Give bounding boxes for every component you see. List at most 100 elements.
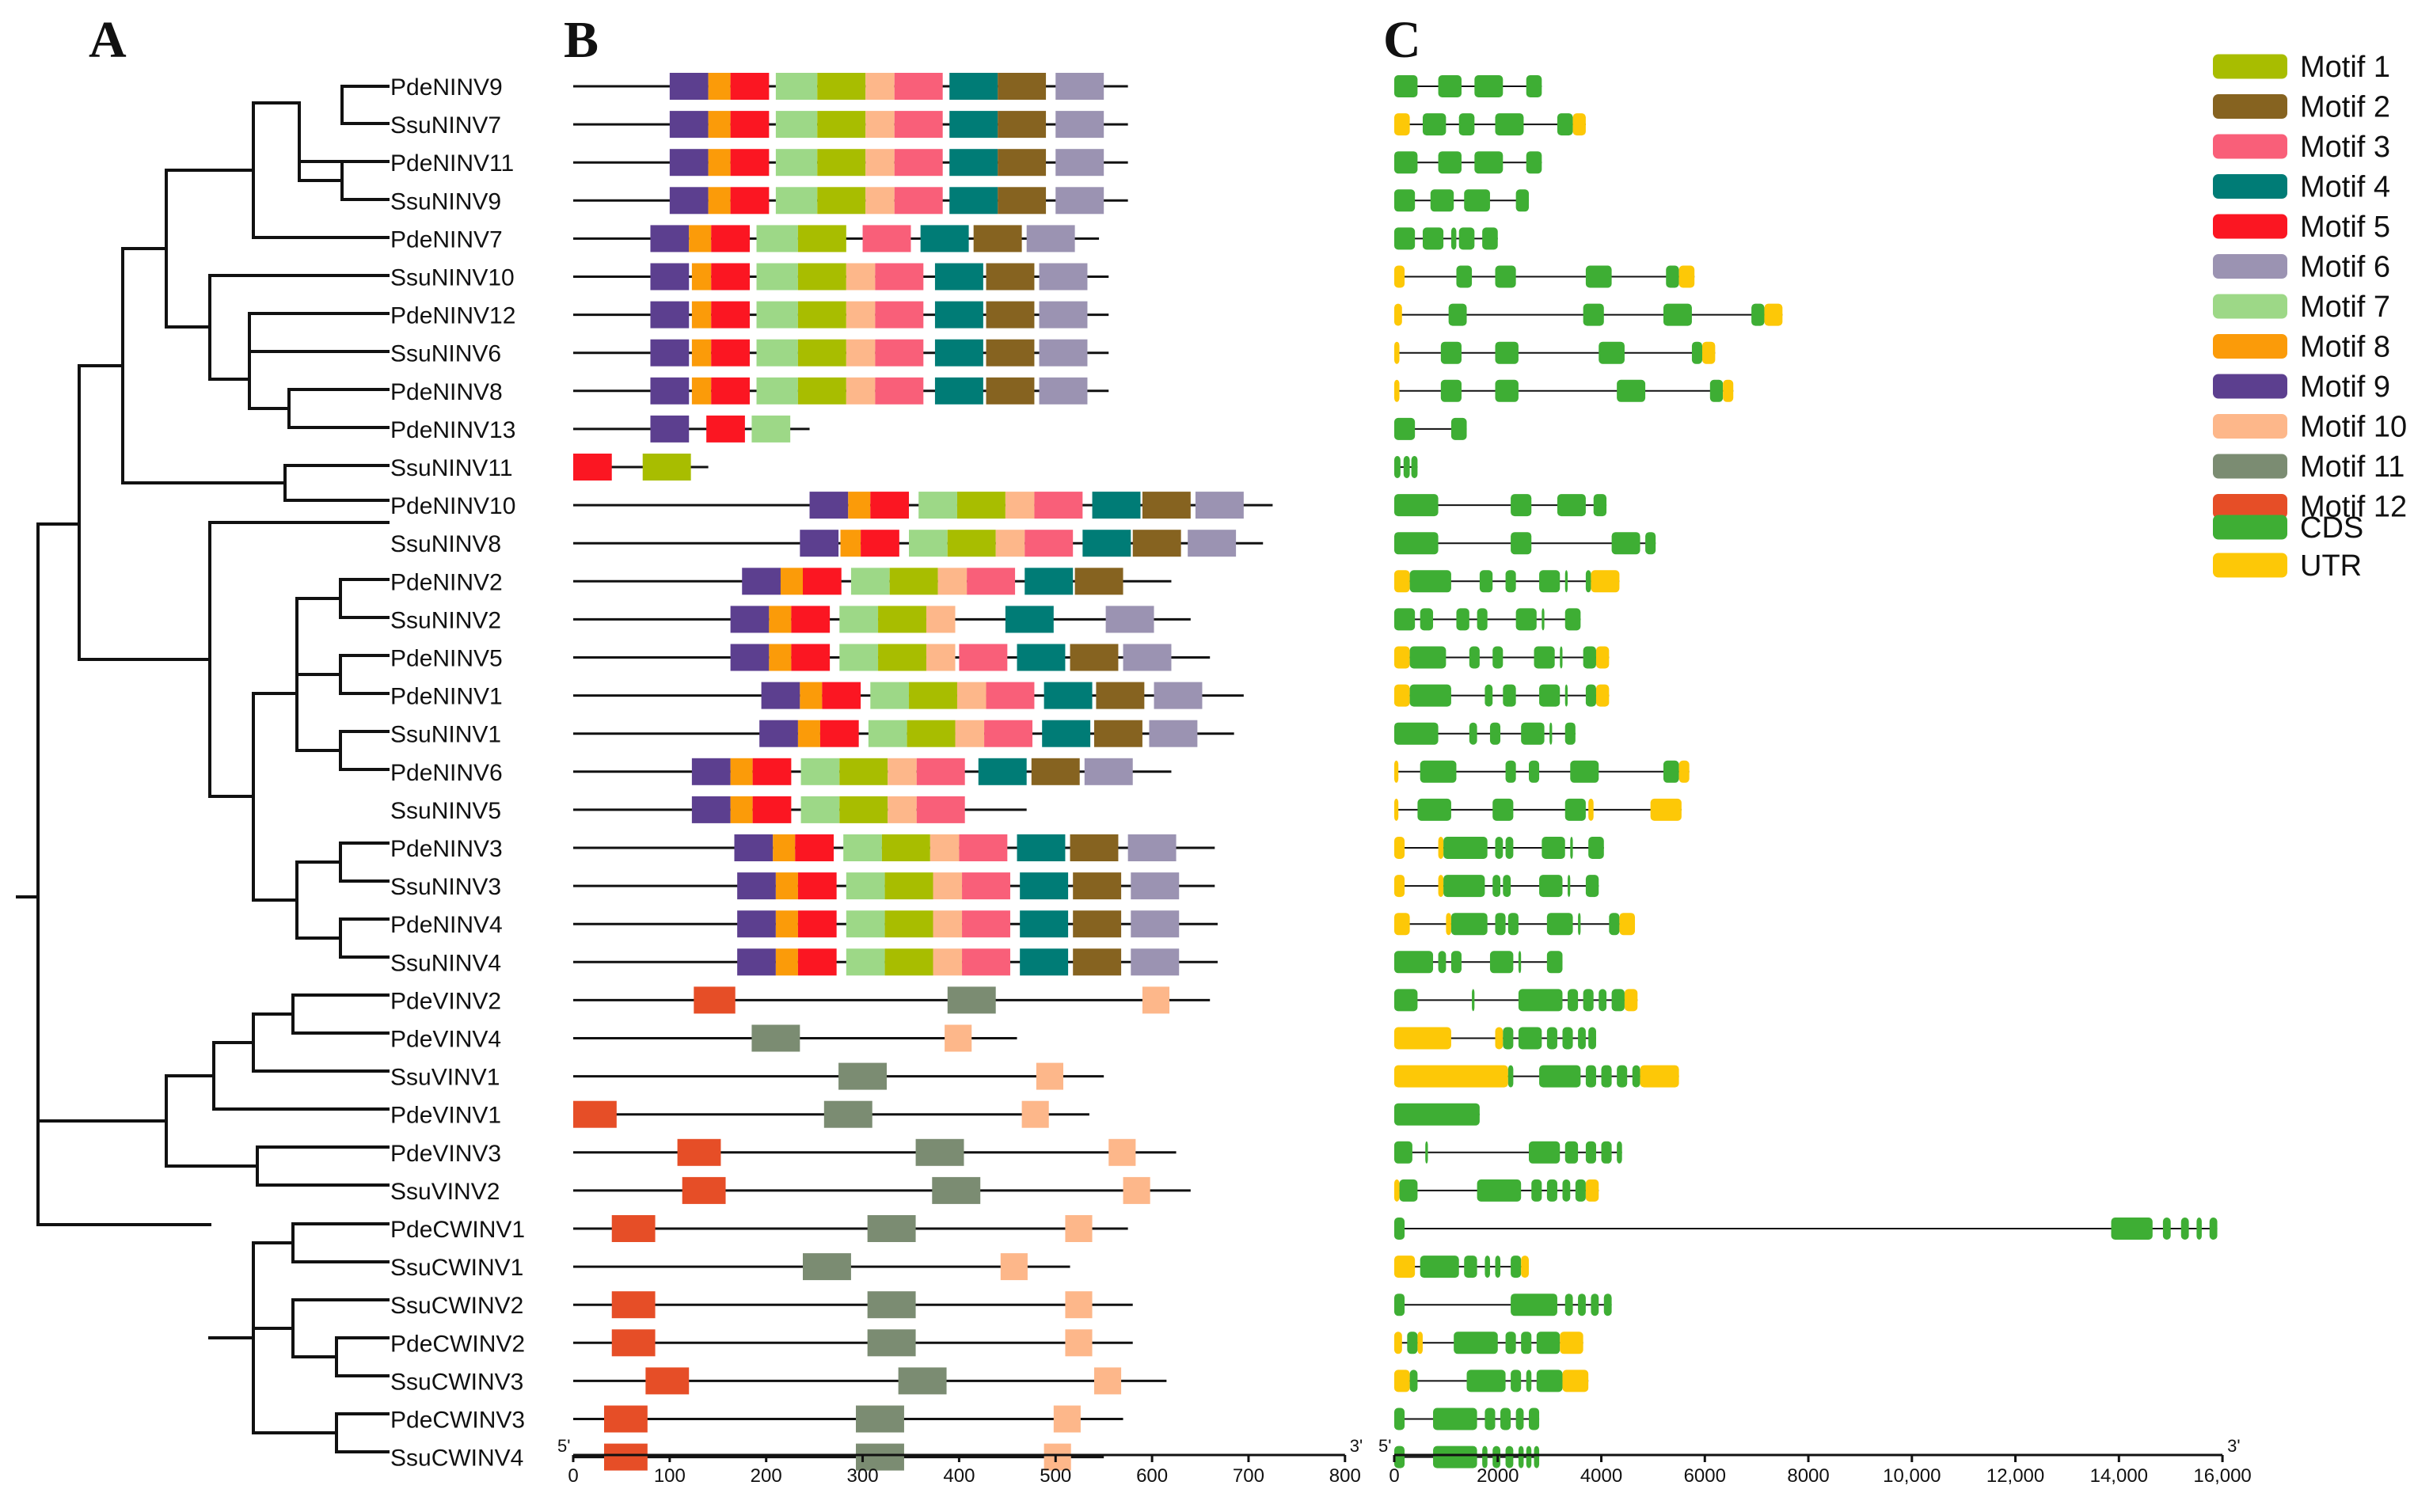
gene-label: SsuNINV9 xyxy=(390,188,501,215)
motif-1-box xyxy=(797,225,846,253)
cds-exon xyxy=(1417,798,1451,821)
motif-1-box xyxy=(878,644,926,671)
motif-1-box xyxy=(956,492,1006,519)
motif-12-box xyxy=(573,1100,617,1128)
legend-motif-label: Motif 1 xyxy=(2300,51,2390,84)
cds-exon xyxy=(1485,684,1493,707)
gene-axis-tick-label: 8000 xyxy=(1787,1465,1829,1487)
motif-axis-tick-label: 700 xyxy=(1233,1465,1264,1487)
gene-axis-tick-label: 2000 xyxy=(1477,1465,1519,1487)
motif-5-box xyxy=(711,263,750,291)
cds-exon xyxy=(1507,1065,1514,1088)
motif-11-box xyxy=(856,1443,904,1471)
cds-exon xyxy=(1531,1179,1542,1202)
motif-3-box xyxy=(875,263,924,291)
cds-exon xyxy=(1394,151,1418,174)
gene-label: PdeVINV2 xyxy=(390,988,501,1014)
motif-9-box xyxy=(650,377,690,405)
cds-exon xyxy=(1518,1027,1542,1050)
legend-motif-swatch xyxy=(2213,454,2287,479)
motif-1-box xyxy=(817,149,866,177)
cds-exon xyxy=(1409,684,1451,707)
motif-panel xyxy=(573,73,1273,1471)
motif-8-box xyxy=(775,948,798,976)
cds-exon xyxy=(1450,951,1462,974)
cds-exon xyxy=(1546,951,1563,974)
motif-1-box xyxy=(947,530,996,557)
motif-3-box xyxy=(916,758,965,785)
cds-exon xyxy=(1464,189,1490,212)
motif-10-box xyxy=(1000,1253,1028,1281)
motif-7-box xyxy=(800,758,840,785)
motif-4-box xyxy=(949,149,998,177)
cds-exon xyxy=(1482,1446,1488,1468)
cds-exon xyxy=(1568,875,1571,898)
cds-exon xyxy=(1539,570,1561,593)
cds-exon xyxy=(1477,608,1488,631)
utr-region xyxy=(1394,1027,1451,1050)
motif-5-box xyxy=(803,568,842,595)
cds-exon xyxy=(1503,1027,1514,1050)
motif-5-box xyxy=(706,415,745,443)
gene-label: SsuNINV11 xyxy=(390,455,513,481)
motif-12-box xyxy=(603,1405,648,1433)
motif-11-box xyxy=(915,1138,964,1166)
cds-exon xyxy=(1528,760,1540,783)
cds-exon xyxy=(1394,608,1416,631)
motif-6-box xyxy=(1131,948,1180,976)
motif-1-box xyxy=(817,187,866,215)
motif-8-box xyxy=(708,73,731,100)
motif-4-box xyxy=(934,301,983,329)
cds-exon xyxy=(1438,951,1446,974)
utr-region xyxy=(1562,1370,1589,1392)
utr-region xyxy=(1394,341,1400,364)
legend-motif-label: Motif 5 xyxy=(2300,211,2390,244)
motif-9-box xyxy=(737,910,776,938)
cds-exon xyxy=(1521,1332,1532,1354)
cds-exon xyxy=(1433,1446,1477,1468)
motif-8-box xyxy=(769,606,792,633)
motif-6-box xyxy=(1123,644,1172,671)
motif-5-box xyxy=(797,948,837,976)
motif-12-box xyxy=(645,1367,690,1395)
motif-11-box xyxy=(867,1215,916,1242)
cds-exon xyxy=(1477,1179,1522,1202)
motif-1-box xyxy=(839,758,888,785)
cds-exon xyxy=(1420,608,1434,631)
cds-exon xyxy=(1503,875,1511,898)
utr-region xyxy=(1678,265,1695,288)
motif-3-box xyxy=(962,872,1010,900)
cds-exon xyxy=(1585,684,1596,707)
motif-2-box xyxy=(1074,568,1123,595)
cds-exon xyxy=(1403,456,1410,478)
legend-motif-label: Motif 3 xyxy=(2300,131,2390,164)
motif-5-box xyxy=(797,910,837,938)
legend-motif-label: Motif 4 xyxy=(2300,171,2390,204)
motif-10-box xyxy=(1123,1176,1150,1204)
utr-region xyxy=(1394,913,1410,936)
motif-2-box xyxy=(1073,948,1122,976)
gene-axis-tick-label: 14,000 xyxy=(2090,1465,2148,1487)
motif-9-box xyxy=(669,187,709,215)
cds-exon xyxy=(1546,1027,1557,1050)
gene-label: PdeVINV4 xyxy=(390,1027,501,1053)
motif-8-box xyxy=(730,758,753,785)
cds-exon xyxy=(1534,646,1555,669)
cds-exon xyxy=(1518,989,1563,1012)
motif-2-box xyxy=(998,73,1047,100)
motif-4-box xyxy=(949,187,998,215)
motif-10-box xyxy=(926,606,956,633)
cds-exon xyxy=(1511,1294,1557,1316)
motif-4-box xyxy=(920,225,969,253)
motif-4-box xyxy=(934,263,983,291)
motif-9-box xyxy=(691,796,731,823)
motif-axis-tick-label: 300 xyxy=(847,1465,879,1487)
utr-region xyxy=(1394,798,1399,821)
motif-7-box xyxy=(839,606,879,633)
motif-10-box xyxy=(933,872,963,900)
utr-region xyxy=(1394,1332,1402,1354)
motif-2-box xyxy=(986,301,1035,329)
cds-exon xyxy=(1575,1179,1586,1202)
motif-12-box xyxy=(611,1215,656,1242)
motif-8-box xyxy=(773,834,796,861)
